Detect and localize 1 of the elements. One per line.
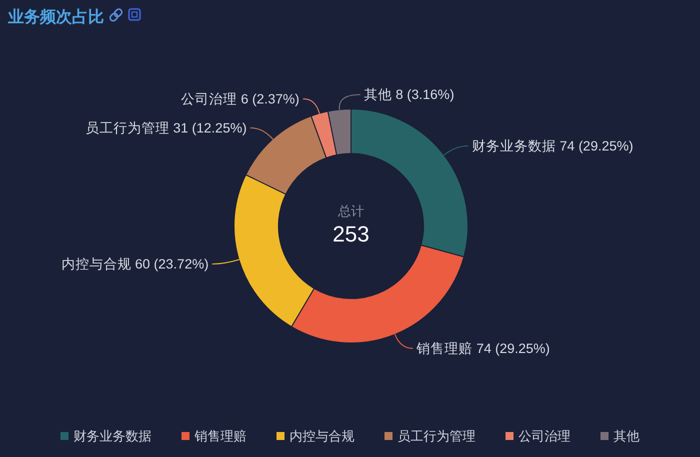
title: 业务频次占比 [8, 9, 104, 26]
